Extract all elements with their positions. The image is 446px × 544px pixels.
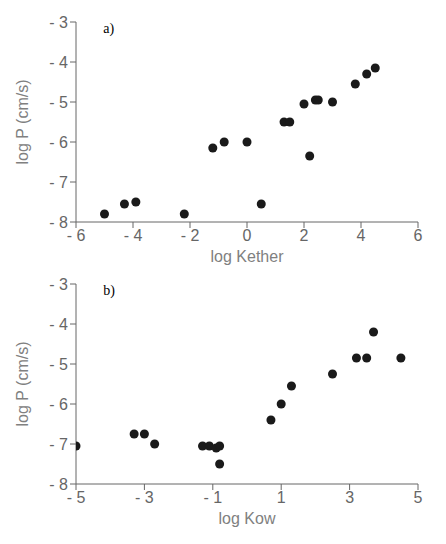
svg-text:- 2: - 2 (181, 227, 200, 244)
svg-text:4: 4 (357, 227, 366, 244)
svg-text:- 5: - 5 (49, 356, 68, 373)
svg-text:- 7: - 7 (49, 436, 68, 453)
svg-text:0: 0 (243, 227, 252, 244)
svg-text:- 7: - 7 (49, 174, 68, 191)
svg-text:- 3: - 3 (49, 276, 68, 293)
svg-text:1: 1 (277, 489, 286, 506)
svg-text:- 6: - 6 (49, 396, 68, 413)
html-text:a): a) (103, 21, 115, 36)
svg-text:- 5: - 5 (49, 94, 68, 111)
svg-text:- 8: - 8 (49, 214, 68, 231)
svg-text:- 3: - 3 (49, 14, 68, 31)
svg-text:log P (cm/s): log P (cm/s) (14, 341, 31, 426)
svg-text:log Kether: log Kether (211, 248, 285, 265)
svg-text:2: 2 (300, 227, 309, 244)
svg-text:- 4: - 4 (124, 227, 143, 244)
svg-text:- 8: - 8 (49, 476, 68, 493)
svg-text:- 6: - 6 (49, 134, 68, 151)
svg-text:- 1: - 1 (203, 489, 222, 506)
svg-text:- 5: - 5 (67, 489, 86, 506)
svg-text:- 6: - 6 (67, 227, 86, 244)
svg-text:- 4: - 4 (49, 316, 68, 333)
svg-text:3: 3 (345, 489, 354, 506)
svg-text:6: 6 (414, 227, 423, 244)
svg-text:- 4: - 4 (49, 54, 68, 71)
svg-text:log P (cm/s): log P (cm/s) (14, 79, 31, 164)
html-text:b): b) (103, 283, 115, 298)
svg-text:log Kow: log Kow (219, 510, 276, 527)
svg-text:- 3: - 3 (135, 489, 154, 506)
svg-text:5: 5 (414, 489, 423, 506)
